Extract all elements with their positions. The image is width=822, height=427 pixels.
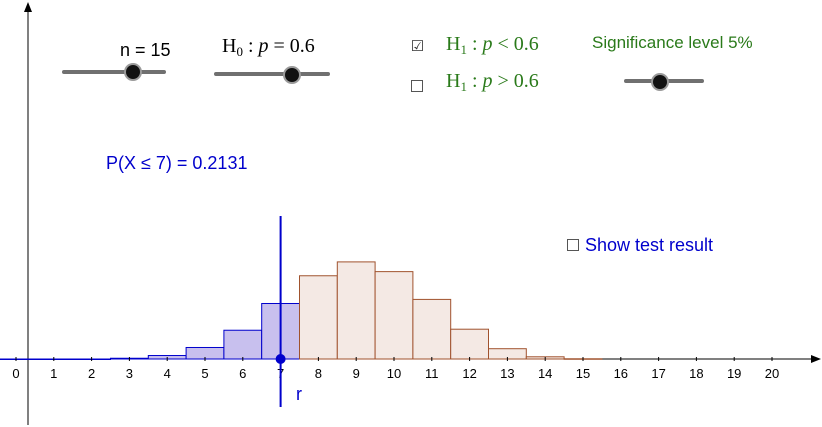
bar-8 [299, 275, 338, 360]
x-tick-2: 2 [88, 366, 95, 381]
h0-val: 0.6 [289, 35, 315, 57]
x-tick-18: 18 [689, 366, 703, 381]
h0-h: H [222, 35, 237, 57]
h1-less-op: < [492, 33, 514, 55]
critical-value-point[interactable] [275, 354, 286, 364]
y-axis-arrow [24, 2, 32, 12]
x-tick-12: 12 [462, 366, 476, 381]
x-axis-arrow [811, 355, 821, 363]
bar-9 [336, 261, 376, 360]
x-tick-15: 15 [576, 366, 590, 381]
bar-12 [450, 328, 490, 360]
bar-11 [412, 298, 452, 360]
bar-10 [374, 271, 414, 360]
x-tick-5: 5 [201, 366, 208, 381]
h1-less-sub: 1 [460, 42, 467, 57]
h1-greater-label[interactable]: H1 : p > 0.6 [446, 70, 539, 95]
h1-less-val: 0.6 [513, 33, 539, 55]
x-tick-19: 19 [727, 366, 741, 381]
h1-less-label[interactable]: H1 : p < 0.6 [446, 33, 539, 58]
h0-sub: 0 [236, 44, 243, 59]
bar-6 [223, 329, 263, 360]
x-tick-0: 0 [12, 366, 19, 381]
show-test-result-checkbox[interactable] [567, 239, 579, 251]
bar-0 [0, 358, 36, 360]
h1-greater-sub: 1 [460, 79, 467, 94]
x-tick-16: 16 [614, 366, 628, 381]
x-tick-17: 17 [651, 366, 665, 381]
h1-less-h: H [446, 33, 461, 55]
x-tick-9: 9 [353, 366, 360, 381]
h1-greater-h: H [446, 70, 461, 92]
x-tick-14: 14 [538, 366, 552, 381]
p-slider-knob[interactable] [283, 66, 301, 84]
x-tick-1: 1 [50, 366, 57, 381]
h1-greater-val: 0.6 [513, 70, 539, 92]
x-tick-6: 6 [239, 366, 246, 381]
h1-less-checkbox[interactable]: ☑ [410, 38, 425, 55]
h1-greater-checkbox[interactable] [411, 80, 423, 92]
n-slider-knob[interactable] [124, 63, 142, 81]
h0-label: H0 : p = 0.6 [222, 35, 315, 60]
h0-op: = [268, 35, 290, 57]
x-tick-20: 20 [765, 366, 779, 381]
p-slider-track[interactable] [214, 72, 330, 76]
x-tick-4: 4 [164, 366, 171, 381]
h1-greater-p: p [482, 70, 493, 92]
probability-text: P(X ≤ 7) = 0.2131 [106, 153, 248, 173]
n-slider-track[interactable] [62, 70, 166, 74]
h1-less-colon: : [466, 33, 483, 55]
x-tick-11: 11 [425, 366, 439, 381]
h0-colon: : [242, 35, 259, 57]
h1-less-p: p [482, 33, 493, 55]
x-tick-10: 10 [387, 366, 401, 381]
n-label: n = 15 [120, 40, 171, 60]
h1-greater-colon: : [466, 70, 483, 92]
h0-p: p [258, 35, 269, 57]
x-tick-8: 8 [315, 366, 322, 381]
significance-slider-knob[interactable] [651, 73, 669, 91]
h1-greater-op: > [492, 70, 514, 92]
significance-label: Significance level 5% [592, 33, 753, 52]
x-tick-13: 13 [500, 366, 514, 381]
show-test-result-label[interactable]: Show test result [585, 235, 714, 255]
r-label: r [296, 384, 302, 404]
x-tick-3: 3 [126, 366, 133, 381]
